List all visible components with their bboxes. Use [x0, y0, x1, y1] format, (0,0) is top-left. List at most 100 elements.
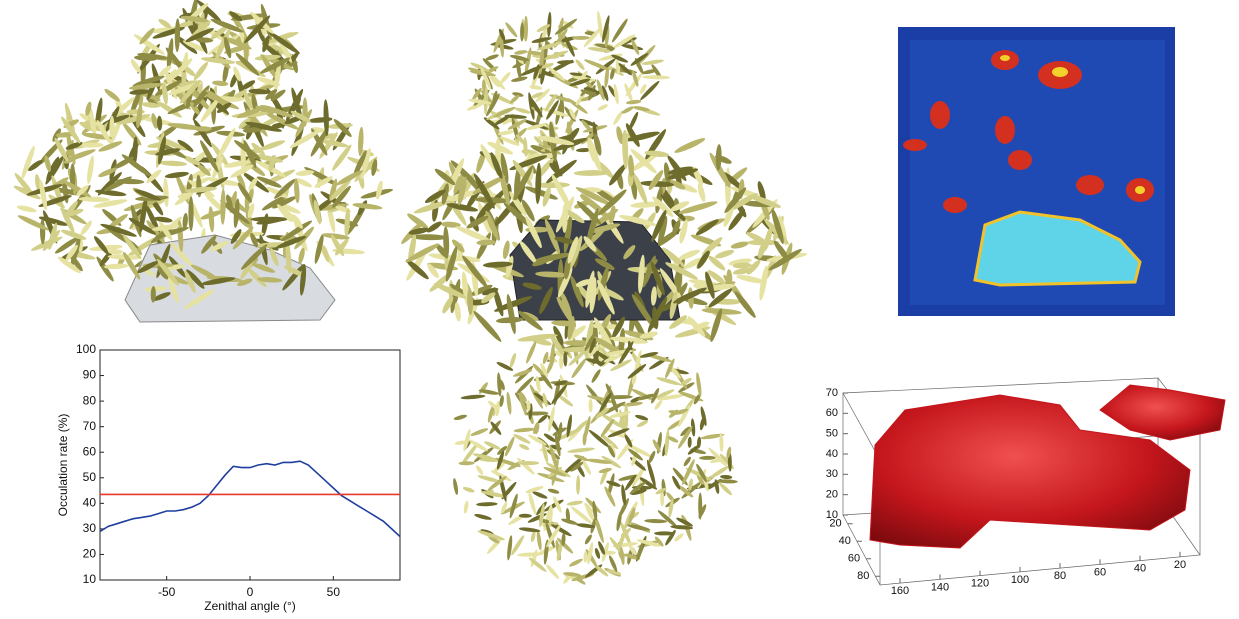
leaf — [695, 372, 702, 397]
leaf — [462, 486, 475, 494]
leaf — [20, 145, 37, 180]
x-tick-label: 100 — [1011, 574, 1029, 586]
leaf — [567, 447, 595, 454]
leaf — [644, 519, 667, 524]
leaf — [192, 60, 210, 81]
leaf — [159, 160, 187, 167]
leaf — [730, 240, 749, 250]
leaf — [163, 178, 170, 207]
x-tick-label: 60 — [1094, 566, 1106, 578]
z-tick-label: 30 — [826, 468, 838, 480]
y-tick-label: 60 — [848, 553, 860, 565]
y-tick-label: 80 — [83, 393, 97, 407]
y-tick-label: 90 — [83, 368, 97, 382]
leaf — [588, 399, 592, 413]
leaf — [297, 247, 306, 264]
leaf — [513, 427, 535, 433]
leaf — [453, 414, 467, 421]
leaf — [673, 136, 706, 155]
leaf — [557, 60, 574, 65]
z-tick-label: 50 — [826, 428, 838, 440]
leaf — [514, 106, 531, 114]
leaf — [425, 220, 443, 235]
leaf — [16, 204, 37, 214]
leaf — [520, 22, 524, 41]
isosurface-blob — [1100, 385, 1225, 440]
x-tick-label: 40 — [1134, 563, 1146, 575]
leaf — [547, 488, 559, 495]
leaf — [696, 182, 707, 202]
leaf — [470, 427, 489, 437]
leaf — [529, 84, 542, 90]
leaf — [512, 433, 531, 445]
leaf — [525, 340, 538, 364]
leaf — [535, 163, 542, 205]
leaf — [667, 498, 674, 518]
heatmap-image — [898, 27, 1175, 316]
leaf — [474, 513, 492, 521]
leaf — [572, 36, 590, 40]
leaf — [463, 500, 469, 513]
leaf — [518, 461, 539, 465]
leaf — [677, 404, 692, 428]
leaf — [103, 87, 121, 103]
leaf — [519, 526, 541, 533]
leaf — [308, 116, 333, 123]
leaf — [626, 99, 642, 105]
plot-frame — [100, 350, 400, 580]
x-tick-label: 80 — [1054, 570, 1066, 582]
leaf — [576, 475, 580, 494]
leaf — [220, 189, 226, 225]
line-chart: Zenithal angle (°) Occulation rate (%) 1… — [56, 342, 400, 613]
leaf — [545, 563, 561, 580]
leaf — [352, 202, 382, 211]
leaf — [673, 532, 684, 542]
leaf — [523, 137, 528, 157]
leaf — [714, 248, 735, 260]
leaf — [478, 388, 499, 396]
leaf — [475, 464, 485, 475]
leaf — [719, 433, 724, 452]
leaf — [461, 394, 486, 400]
x-tick-label: 50 — [327, 585, 341, 599]
y-tick-label: 10 — [83, 572, 97, 586]
leaf — [104, 263, 129, 269]
leaf — [699, 456, 716, 460]
leaf — [78, 196, 110, 202]
leaf — [733, 290, 758, 320]
leaf — [471, 309, 503, 343]
leaf — [621, 105, 635, 115]
leaf — [698, 493, 702, 520]
x-tick-label: 160 — [891, 585, 909, 597]
leaf — [653, 399, 663, 411]
leaf — [489, 420, 502, 436]
leaf — [459, 461, 475, 465]
leaf — [514, 49, 528, 55]
y-tick-label: 40 — [839, 535, 851, 547]
y-tick-label: 30 — [83, 521, 97, 535]
leaf — [505, 294, 518, 335]
leaf — [568, 557, 583, 567]
leaf — [467, 288, 474, 315]
leaf — [574, 58, 586, 71]
leaf — [506, 535, 513, 561]
leaf — [677, 425, 695, 450]
y-tick-label: 60 — [83, 444, 97, 458]
leaf — [476, 502, 498, 507]
leaf — [208, 206, 215, 232]
y-tick-label: 20 — [83, 547, 97, 561]
series-line — [100, 461, 400, 536]
y-tick-label: 70 — [83, 419, 97, 433]
figure: Zenithal angle (°) Occulation rate (%) 1… — [0, 0, 1239, 619]
x-tick-label: 140 — [931, 581, 949, 593]
leaf — [530, 530, 536, 542]
leaf — [642, 75, 670, 79]
leaf — [559, 356, 563, 369]
y-tick-label: 100 — [76, 342, 96, 356]
x-tick-label: 0 — [247, 585, 254, 599]
foliage-renderings — [13, 0, 808, 586]
z-tick-label: 70 — [826, 387, 838, 399]
leaf — [532, 490, 548, 500]
leaf — [212, 80, 229, 87]
leaf — [40, 219, 46, 244]
